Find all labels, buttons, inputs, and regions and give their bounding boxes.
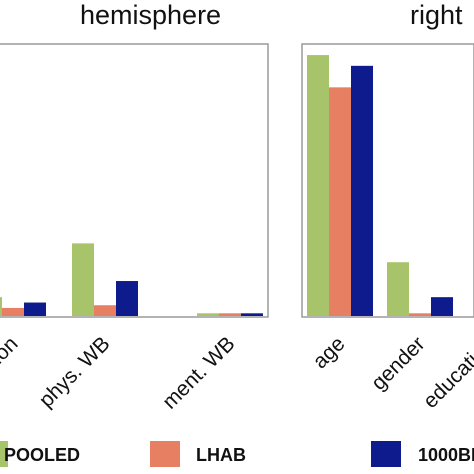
legend-label: POOLED	[4, 445, 80, 465]
x-tick-label: age	[308, 332, 349, 373]
bar-gender-lhab	[409, 313, 431, 316]
panel-title: right	[410, 0, 463, 30]
bar-age-1000brains	[351, 65, 373, 316]
bar-ment-wb-pooled	[197, 313, 219, 316]
bar-ment-wb-1000brains	[241, 313, 263, 316]
x-tick-label: education	[419, 332, 474, 413]
x-tick-label: gender	[367, 332, 430, 395]
legend-swatch	[0, 441, 8, 467]
plot-frame	[301, 43, 474, 318]
plot-frame	[0, 43, 269, 318]
bar-age-lhab	[329, 87, 351, 316]
legend-swatch	[371, 441, 401, 467]
x-tick-label: education	[0, 332, 23, 413]
legend: POOLED LHAB 1000BRAINS	[0, 441, 474, 467]
bar-phys-wb-lhab	[94, 305, 116, 316]
chart-panels: hemisphere education phys. WB ment. WB right…	[0, 0, 474, 414]
bar-phys-wb-1000brains	[116, 281, 138, 316]
legend-item-pooled: POOLED	[0, 441, 80, 467]
x-tick-label: phys. WB	[35, 332, 115, 412]
bar-gender-1000brains	[431, 297, 453, 316]
panel-hemisphere: hemisphere education phys. WB ment. WB	[0, 0, 269, 414]
legend-item-lhab: LHAB	[150, 441, 246, 467]
bar-age-pooled	[307, 55, 329, 316]
bar-phys-wb-pooled	[72, 243, 94, 316]
bar-education-lhab	[2, 307, 24, 316]
bar-gender-pooled	[387, 262, 409, 316]
bar-education-pooled	[0, 297, 2, 316]
legend-item-1000brains: 1000BRAINS	[371, 441, 474, 467]
legend-label: 1000BRAINS	[418, 445, 474, 465]
legend-swatch	[150, 441, 180, 467]
legend-label: LHAB	[196, 445, 246, 465]
panel-title: hemisphere	[80, 0, 221, 30]
x-tick-label: ment. WB	[158, 332, 239, 413]
bar-education-1000brains	[24, 302, 46, 316]
bar-ment-wb-lhab	[219, 313, 241, 316]
